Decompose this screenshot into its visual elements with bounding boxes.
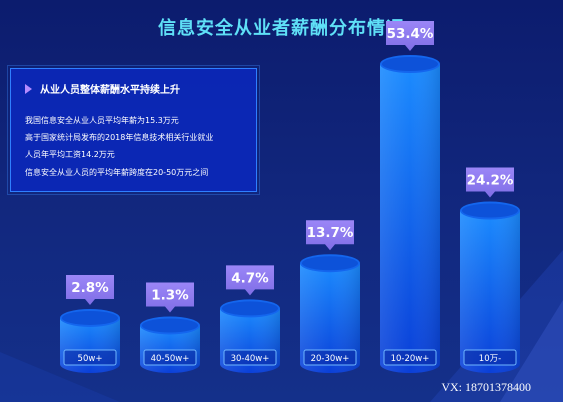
value-label: 1.3% bbox=[151, 287, 189, 303]
triangle-bullet-icon bbox=[25, 84, 32, 94]
value-label-box bbox=[466, 167, 514, 198]
value-label-box bbox=[386, 21, 434, 51]
category-label-box bbox=[383, 349, 437, 366]
info-line: 高于国家统计局发布的2018年信息技术相关行业就业 bbox=[25, 133, 214, 142]
value-label: 24.2% bbox=[467, 173, 514, 189]
watermark: VX: 18701378400 bbox=[441, 380, 531, 394]
info-line: 人员年平均工资14.2万元 bbox=[25, 150, 115, 159]
info-line: 我国信息安全从业人员平均年薪为15.3万元 bbox=[25, 116, 179, 125]
info-box: 从业人员整体薪酬水平持续上升 我国信息安全从业人员平均年薪为15.3万元 高于国… bbox=[7, 65, 260, 195]
value-label: 2.8% bbox=[71, 280, 109, 296]
info-heading-text: 从业人员整体薪酬水平持续上升 bbox=[40, 85, 180, 96]
value-label-box bbox=[66, 274, 114, 305]
category-label-box bbox=[223, 349, 277, 366]
bar-shade bbox=[300, 263, 360, 373]
value-label-box bbox=[226, 265, 274, 296]
value-label-box bbox=[306, 220, 354, 251]
info-heading: 从业人员整体薪酬水平持续上升 bbox=[25, 81, 180, 96]
category-label-box bbox=[303, 349, 357, 366]
category-label: 40-50w+ bbox=[151, 354, 190, 364]
category-label-box bbox=[63, 349, 117, 366]
category-label: 30-40w+ bbox=[231, 354, 270, 364]
bar bbox=[300, 254, 360, 373]
value-label: 13.7% bbox=[307, 225, 354, 241]
category-label: 50w+ bbox=[78, 354, 103, 364]
bar bbox=[460, 201, 520, 373]
bar-shade bbox=[380, 64, 440, 373]
bar-shade bbox=[460, 210, 520, 373]
bar-top-inner bbox=[142, 318, 198, 333]
category-label: 10万- bbox=[479, 354, 501, 364]
bar bbox=[380, 55, 440, 373]
value-label: 53.4% bbox=[387, 26, 434, 42]
bar-top-inner bbox=[62, 310, 118, 325]
bar-top-inner bbox=[382, 57, 438, 71]
value-label-box bbox=[146, 282, 194, 313]
category-label: 20-30w+ bbox=[311, 354, 350, 364]
bar-top-inner bbox=[222, 301, 278, 316]
info-line: 信息安全从业人员的平均年薪跨度在20-50万元之间 bbox=[25, 168, 209, 177]
category-label-box bbox=[463, 349, 517, 366]
bar-top-inner bbox=[302, 256, 358, 271]
bar-top-inner bbox=[462, 203, 518, 218]
category-label: 10-20w+ bbox=[391, 354, 430, 364]
value-label: 4.7% bbox=[231, 270, 269, 286]
page-title: 信息安全从业者薪酬分布情况 bbox=[158, 18, 405, 39]
category-label-box bbox=[143, 349, 197, 366]
